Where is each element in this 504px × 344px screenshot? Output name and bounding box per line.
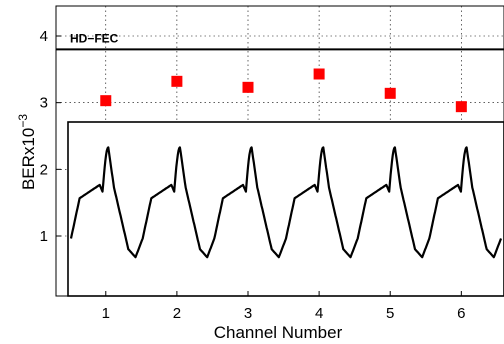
x-tick-label: 1 [102, 305, 110, 322]
y-tick-labels: 1 2 3 4 [40, 28, 61, 245]
y-axis-label-exponent: −3 [16, 114, 30, 128]
x-axis-label: Channel Number [214, 323, 343, 342]
x-tick-labels: 1 2 3 4 5 6 [102, 291, 466, 322]
x-tick-label: 5 [386, 305, 394, 322]
data-point-marker [242, 81, 254, 93]
y-axis-label-base: BERx10 [19, 128, 38, 190]
y-axis-label: BERx10−3 [16, 114, 38, 190]
data-point-marker [384, 87, 396, 99]
x-tick-label: 6 [457, 305, 465, 322]
hd-fec-label: HD−FEC [70, 31, 119, 45]
y-tick-label: 3 [40, 95, 48, 112]
data-point-marker [100, 95, 112, 107]
data-point-marker [455, 101, 467, 113]
inset-waveform-line [69, 146, 503, 259]
data-markers [100, 68, 467, 113]
data-point-marker [171, 75, 183, 87]
inset-frame [67, 121, 504, 297]
inset-waveform [67, 121, 504, 297]
y-tick-label: 1 [40, 228, 48, 245]
x-tick-label: 4 [315, 305, 323, 322]
x-tick-label: 2 [173, 305, 181, 322]
y-tick-label: 2 [40, 161, 48, 178]
x-tick-label: 3 [244, 305, 252, 322]
data-point-marker [313, 68, 325, 80]
y-tick-label: 4 [40, 28, 48, 45]
